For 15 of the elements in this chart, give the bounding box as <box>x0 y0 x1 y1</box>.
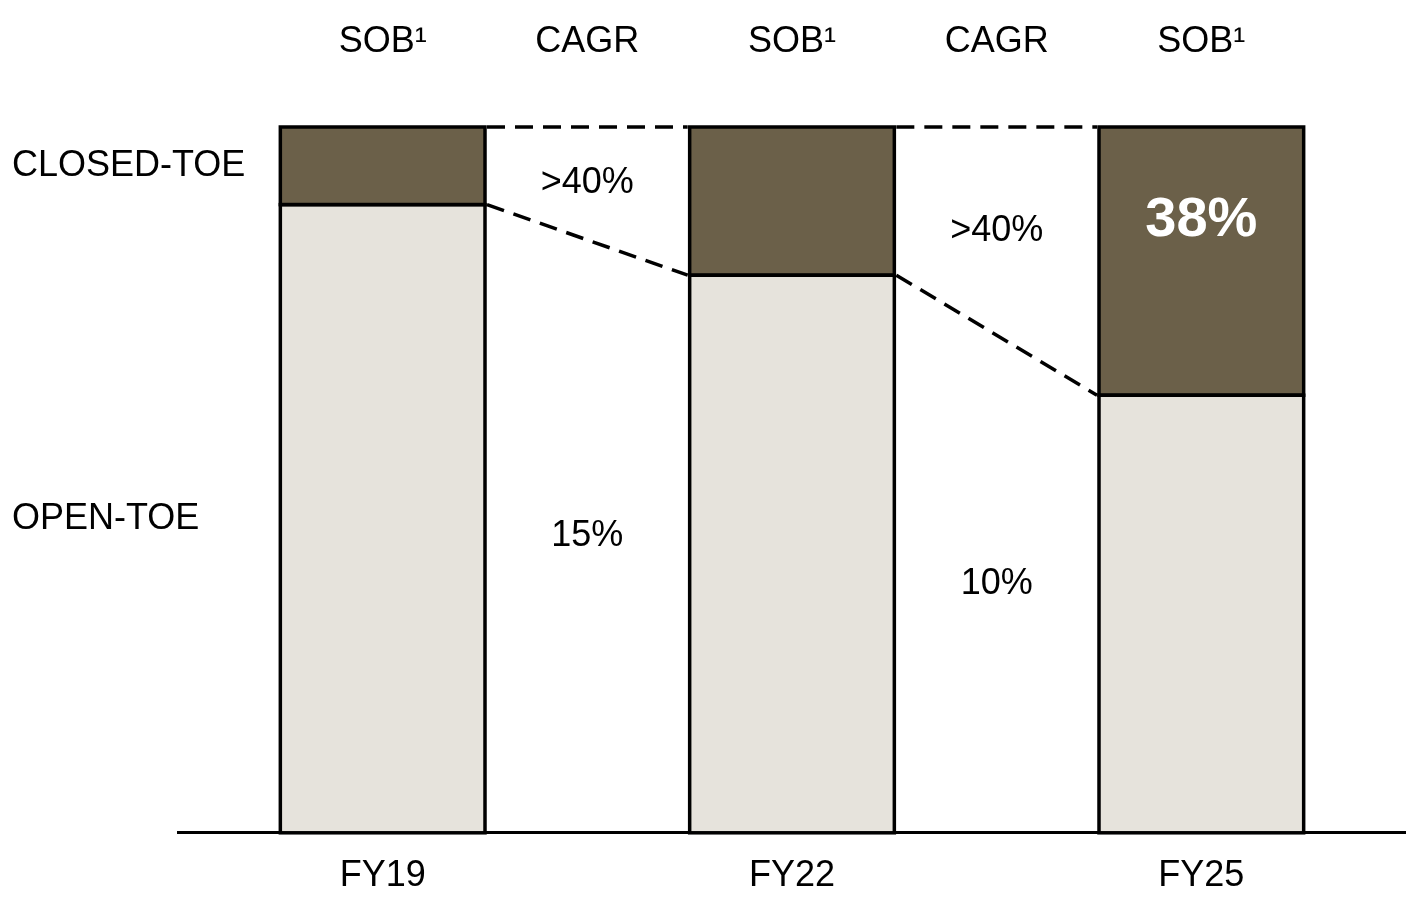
text: SOB¹ <box>1157 18 1246 60</box>
annotation: >40% <box>540 160 634 202</box>
x-tick-label: FY22 <box>748 853 836 895</box>
x-tick-label: FY25 <box>1158 853 1245 895</box>
text: CAGR <box>944 18 1049 60</box>
annotation: 15% <box>551 513 624 555</box>
text: OPEN-TOE <box>12 495 200 537</box>
text: SOB¹ <box>338 18 427 60</box>
text: CAGR <box>535 18 640 60</box>
series-label: CLOSED-TOE <box>12 142 246 184</box>
data-label: 38% <box>1145 185 1258 249</box>
annotation: >40% <box>950 208 1044 250</box>
annotation: 10% <box>960 560 1033 602</box>
text: SOB¹ <box>747 18 837 60</box>
x-tick-label: FY19 <box>339 853 426 895</box>
